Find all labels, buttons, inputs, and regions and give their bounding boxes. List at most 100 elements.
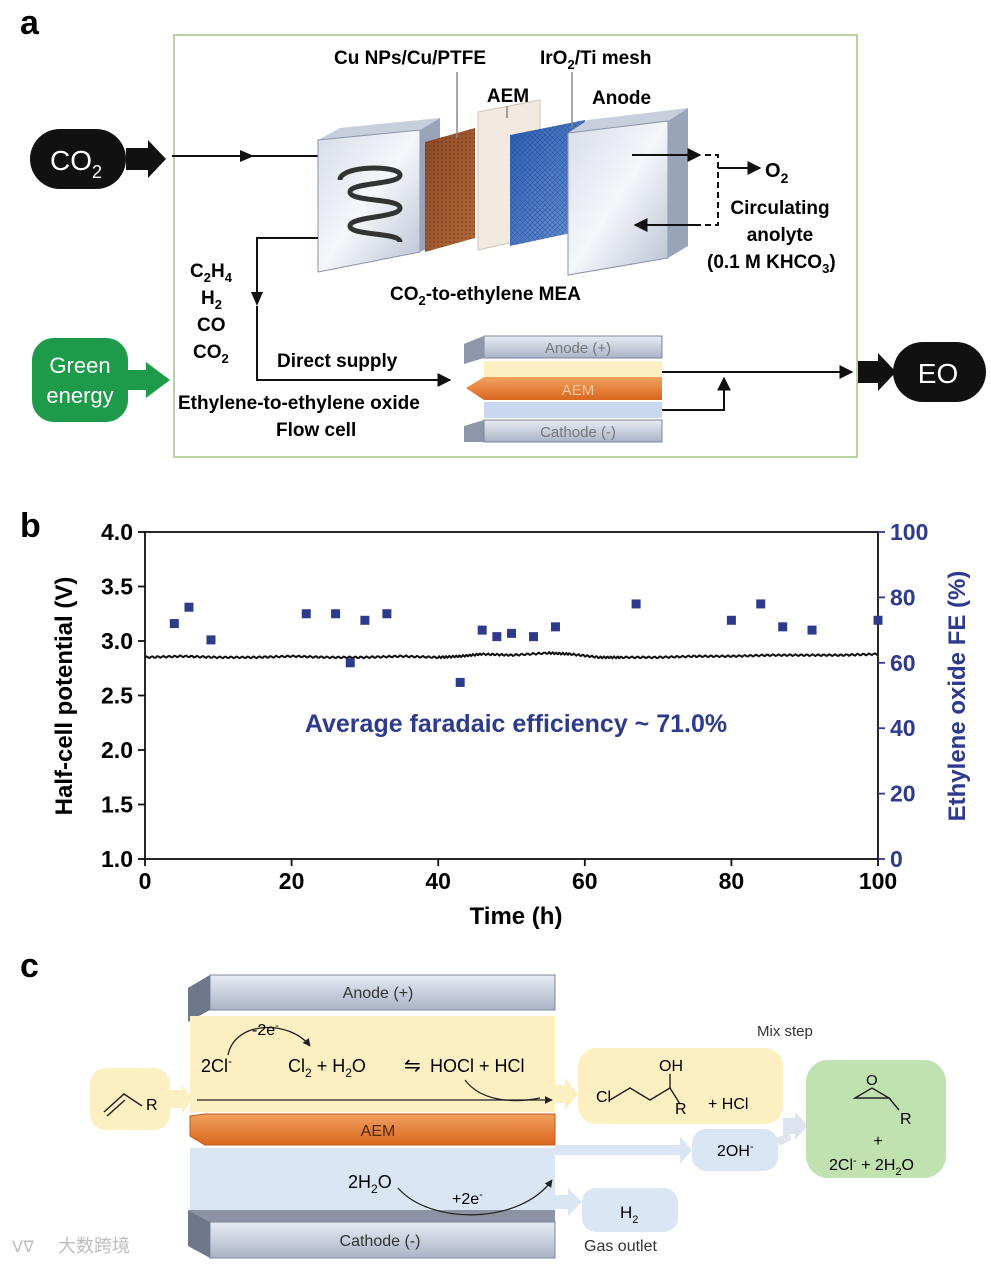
fe-point bbox=[184, 602, 194, 612]
epoxide-r: R bbox=[900, 1111, 912, 1128]
cathode-merge-line bbox=[662, 376, 731, 411]
product-co: CO bbox=[197, 315, 226, 336]
y-right-axis-ticks: 0 20 40 60 80 100 bbox=[878, 519, 928, 872]
anode-label: Anode (+) bbox=[343, 985, 414, 1002]
anode-bar-side bbox=[188, 975, 210, 1022]
circulating-line1: Circulating bbox=[730, 198, 829, 219]
fe-point bbox=[345, 658, 355, 668]
cathode-bar bbox=[209, 1221, 556, 1259]
x-tick-label: 100 bbox=[859, 868, 897, 894]
y-left-axis-ticks: 1.0 1.5 2.0 2.5 3.0 3.5 4.0 bbox=[101, 519, 145, 872]
product-return-line bbox=[256, 237, 318, 298]
fe-point bbox=[206, 635, 216, 645]
y-tick-label: 3.0 bbox=[101, 628, 133, 654]
h2-label: H2 bbox=[620, 1203, 638, 1226]
alkene-r-group: R bbox=[146, 1097, 158, 1114]
fe-point bbox=[726, 615, 736, 625]
plus-sign: + bbox=[873, 1133, 882, 1150]
y-tick-label: 4.0 bbox=[101, 519, 133, 545]
x-axis-ticks: 0 20 40 60 80 100 bbox=[139, 859, 897, 894]
reduction-arrow bbox=[397, 1179, 553, 1216]
panel-c-letter: c bbox=[20, 947, 39, 985]
fe-point bbox=[301, 609, 311, 619]
fe-point bbox=[455, 677, 465, 687]
mea-label: CO2-to-ethylene MEA bbox=[390, 284, 581, 308]
alkene-arrow bbox=[170, 1084, 192, 1114]
panel-b: b 0 20 40 60 80 100 1.0 1.5 2.0 2.5 3.0 3.5 4.0 0 20… bbox=[20, 507, 971, 930]
flow-cell-stack: Anode (+) AEM Cathode (-) bbox=[464, 335, 663, 443]
co2-pill-text: CO2 bbox=[50, 145, 102, 182]
watermark-logo-icon: ᐯᐁ bbox=[12, 1239, 34, 1256]
y2-tick-label: 20 bbox=[890, 781, 916, 807]
panel-a: a CO2 Green energy EO bbox=[20, 4, 986, 458]
fe-point bbox=[492, 632, 502, 642]
co2-input-pill: CO2 bbox=[30, 129, 166, 189]
x-tick-label: 0 bbox=[139, 868, 152, 894]
fe-point bbox=[550, 622, 560, 632]
equilibrium-arrow: ⇋ bbox=[404, 1055, 421, 1077]
fe-point bbox=[331, 609, 341, 619]
circulating-line3: (0.1 M KHCO3) bbox=[707, 252, 836, 276]
plus-hcl: + HCl bbox=[708, 1096, 748, 1113]
hydroxide-label: 2OH- bbox=[717, 1141, 754, 1160]
fe-point bbox=[631, 599, 641, 609]
y2-tick-label: 40 bbox=[890, 715, 916, 741]
y2-tick-label: 60 bbox=[890, 650, 916, 676]
alkene-box bbox=[90, 1068, 170, 1130]
anode-label: Anode bbox=[592, 88, 651, 109]
epoxide-product-box bbox=[806, 1060, 946, 1178]
product-h2: H2 bbox=[201, 288, 222, 312]
fe-scatter-points bbox=[169, 599, 883, 687]
chlorohydrin-box bbox=[578, 1048, 783, 1124]
aem-label: AEM bbox=[361, 1123, 396, 1140]
x-tick-label: 60 bbox=[572, 868, 598, 894]
plus-2e-label: +2e- bbox=[452, 1189, 483, 1208]
cl2-h2o: Cl2 + H2O bbox=[288, 1056, 366, 1080]
product-down-arrow bbox=[251, 292, 263, 306]
mea-cell bbox=[317, 99, 688, 276]
fe-point bbox=[778, 622, 788, 632]
watermark: ᐯᐁ 大数跨境 bbox=[12, 1236, 130, 1256]
flow-cell-line1: Ethylene-to-ethylene oxide bbox=[178, 393, 420, 414]
epoxide-r-bond bbox=[888, 1097, 900, 1111]
panel-c: c Anode (+) AEM Cathode (-) R -2e- 2Cl- … bbox=[12, 947, 946, 1259]
alkene-double-bond bbox=[106, 1099, 126, 1117]
flow-cell-line2: Flow cell bbox=[276, 420, 356, 441]
hydroxyl-group: OH bbox=[659, 1058, 683, 1075]
cathode-bar-side bbox=[188, 1210, 210, 1258]
circulating-line2: anolyte bbox=[747, 225, 814, 246]
y2-tick-label: 80 bbox=[890, 584, 916, 610]
green-energy-line1: Green bbox=[49, 353, 110, 378]
epoxide-oxygen: O bbox=[866, 1072, 878, 1089]
cathode-bar-top bbox=[188, 1210, 555, 1222]
chlorohydrin-r: R bbox=[675, 1101, 687, 1118]
fe-point bbox=[382, 609, 392, 619]
x-axis-label: Time (h) bbox=[470, 903, 563, 930]
hydroxide-merge bbox=[776, 1132, 792, 1146]
epoxide-ring bbox=[852, 1087, 892, 1099]
half-cell-potential-line bbox=[144, 650, 879, 660]
cathode-label: Cathode (-) bbox=[340, 1233, 421, 1250]
y2-tick-label: 100 bbox=[890, 519, 928, 545]
byproducts: 2Cl- + 2H2O bbox=[829, 1155, 914, 1178]
panel-a-letter: a bbox=[20, 4, 40, 42]
anolyte-zone bbox=[190, 1016, 555, 1112]
watermark-text: 大数跨境 bbox=[58, 1236, 130, 1256]
fe-point bbox=[507, 628, 516, 638]
y-tick-label: 2.0 bbox=[101, 737, 133, 763]
product-co2: CO2 bbox=[193, 342, 229, 366]
o2-label: O2 bbox=[765, 160, 789, 186]
y-tick-label: 1.5 bbox=[101, 792, 133, 818]
water-reactant: 2H2O bbox=[348, 1172, 392, 1196]
fe-point bbox=[477, 625, 487, 635]
direct-supply-line bbox=[256, 306, 452, 387]
aem-label: AEM bbox=[487, 86, 529, 107]
catholyte-zone bbox=[190, 1148, 555, 1210]
fe-point bbox=[360, 615, 370, 625]
fe-point bbox=[528, 632, 538, 642]
x-tick-label: 80 bbox=[719, 868, 745, 894]
y-tick-label: 3.5 bbox=[101, 574, 133, 600]
y2-tick-label: 0 bbox=[890, 846, 903, 872]
alkene-structure bbox=[103, 1093, 143, 1113]
green-energy-pill: Green energy bbox=[32, 338, 170, 422]
